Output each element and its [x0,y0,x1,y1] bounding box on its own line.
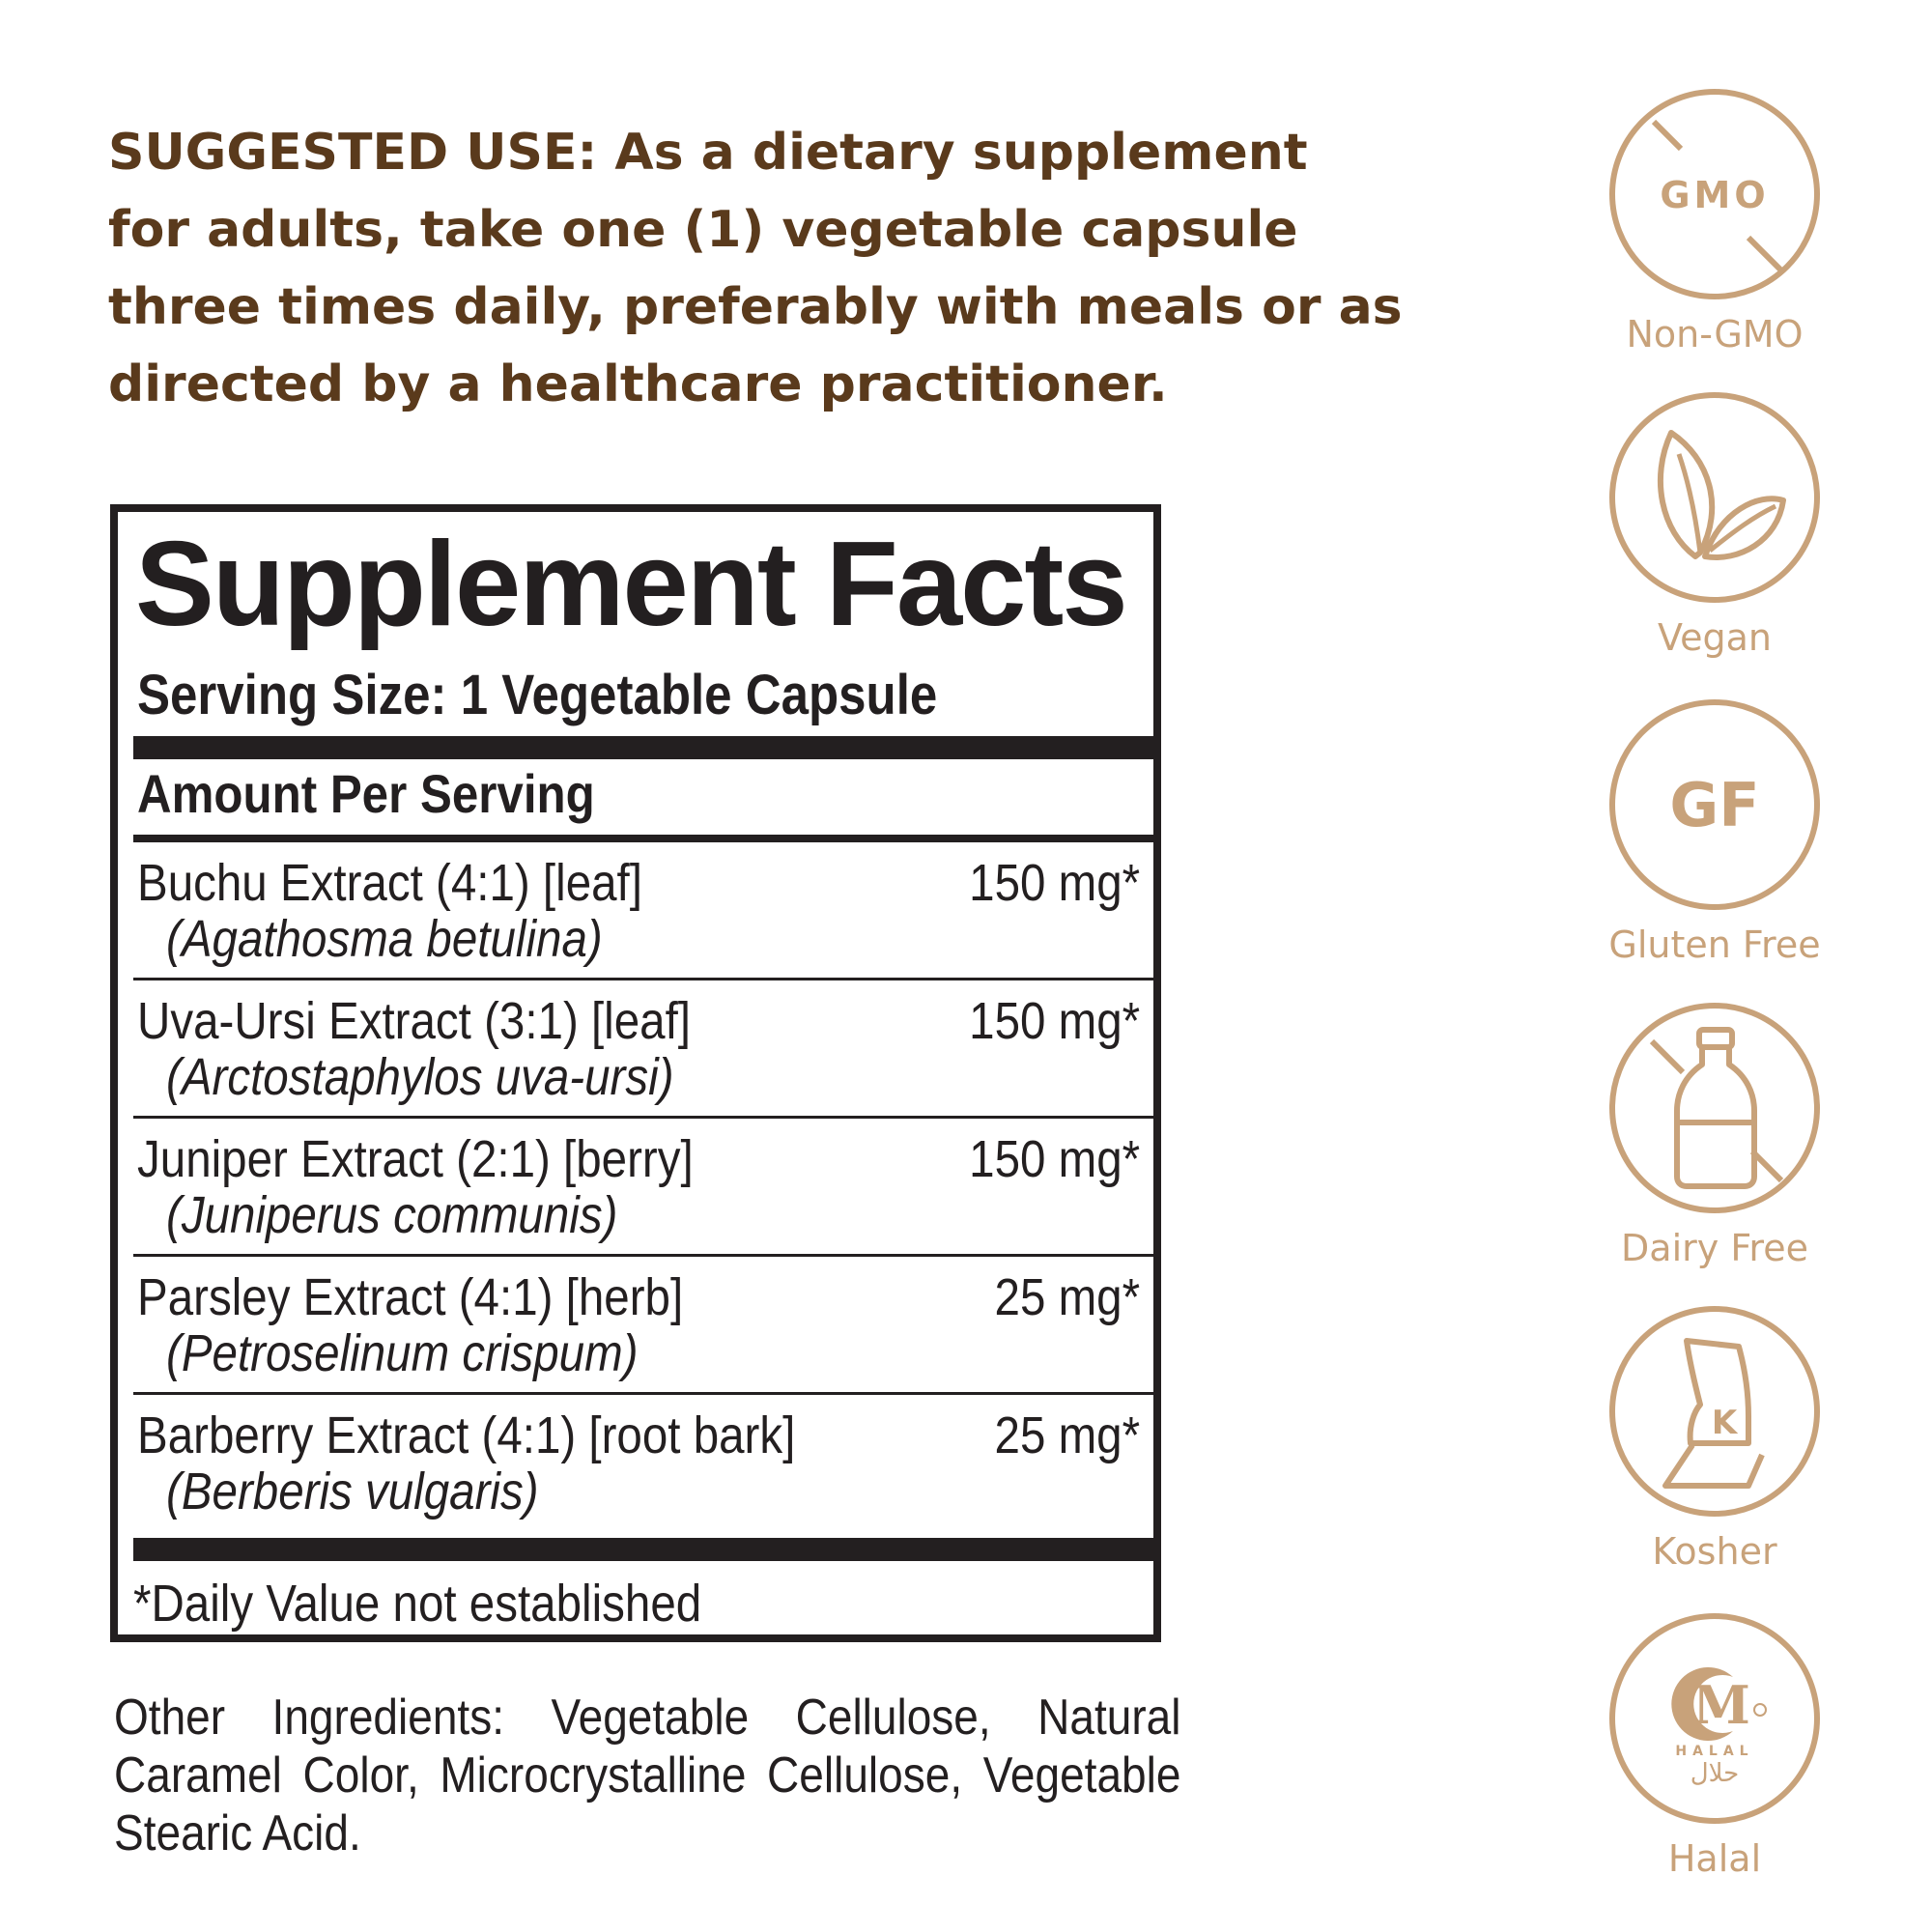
supplement-facts-panel: Supplement Facts Serving Size: 1 Vegetab… [110,504,1161,1642]
badge-label: Halal [1667,1837,1762,1880]
other-ingredients-text: Other Ingredients: Vegetable Cellulose, … [114,1690,1181,1861]
ingredient-amount: 25 mg* [994,1406,1140,1464]
ingredient-row: Juniper Extract (2:1) [berry] (Juniperus… [133,1119,1161,1254]
ingredient-name: Juniper Extract (2:1) [berry] [137,1130,694,1188]
medium-divider [133,835,1161,842]
ingredient-row: Buchu Extract (4:1) [leaf] (Agathosma be… [133,842,1161,978]
badge-label: Dairy Free [1621,1227,1808,1269]
thick-divider [133,1538,1161,1561]
serving-size: Serving Size: 1 Vegetable Capsule [137,664,938,726]
halal-sub-text: HALAL [1675,1744,1753,1759]
ingredient-latin-name: (Juniperus communis) [166,1186,618,1244]
kosher-k-icon: K [1609,1306,1820,1517]
badge-label: Non-GMO [1626,313,1804,355]
ingredient-name: Uva-Ursi Extract (3:1) [leaf] [137,992,692,1050]
ingredient-row: Uva-Ursi Extract (3:1) [leaf] (Arctostap… [133,980,1161,1116]
gluten-free-icon: GF [1609,699,1820,910]
gf-inner-text: GF [1669,770,1759,840]
badge-label: Gluten Free [1608,923,1821,966]
ingredient-row: Barberry Extract (4:1) [root bark] (Berb… [133,1395,1161,1530]
ingredient-latin-name: (Arctostaphylos uva-ursi) [166,1048,674,1106]
no-gmo-icon: GMO [1609,89,1820,299]
badge-kosher: K Kosher [1604,1300,1826,1575]
dairy-free-bottle-icon [1609,1003,1820,1213]
ingredient-amount: 150 mg* [968,854,1140,912]
vegan-leaf-icon [1609,392,1820,603]
ingredient-amount: 150 mg* [968,992,1140,1050]
daily-value-footnote: *Daily Value not established [133,1575,702,1633]
row-divider [133,1116,1161,1119]
row-divider [133,1392,1161,1395]
row-divider [133,978,1161,980]
ingredient-amount: 25 mg* [994,1268,1140,1326]
badge-halal: M HALAL حلال Halal [1604,1607,1826,1882]
badge-vegan: Vegan [1604,386,1826,661]
badge-gluten-free: GF Gluten Free [1604,694,1826,968]
ingredient-name: Barberry Extract (4:1) [root bark] [137,1406,796,1464]
supplement-facts-title: Supplement Facts [135,518,1128,651]
badge-dairy-free: Dairy Free [1604,997,1826,1271]
halal-arabic-text: حلال [1690,1759,1739,1788]
ingredient-latin-name: (Agathosma betulina) [166,910,603,968]
badge-non-gmo: GMO Non-GMO [1604,83,1826,357]
halal-m-icon: M HALAL حلال [1609,1613,1820,1824]
gmo-inner-text: GMO [1660,174,1769,216]
thick-divider [133,736,1161,759]
ingredient-name: Buchu Extract (4:1) [leaf] [137,854,642,912]
row-divider [133,1254,1161,1257]
halal-inner-text: M [1692,1674,1750,1736]
ingredient-row: Parsley Extract (4:1) [herb] (Petroselin… [133,1257,1161,1392]
ingredient-name: Parsley Extract (4:1) [herb] [137,1268,684,1326]
badge-label: Kosher [1652,1530,1777,1573]
amount-per-serving-heading: Amount Per Serving [137,763,595,824]
ingredient-latin-name: (Berberis vulgaris) [166,1463,539,1520]
ingredient-latin-name: (Petroselinum crispum) [166,1324,639,1382]
badge-label: Vegan [1658,616,1772,659]
ingredient-amount: 150 mg* [968,1130,1140,1188]
kosher-inner-text: K [1712,1404,1739,1442]
suggested-use-text: SUGGESTED USE: As a dietary supplement f… [108,124,1403,413]
